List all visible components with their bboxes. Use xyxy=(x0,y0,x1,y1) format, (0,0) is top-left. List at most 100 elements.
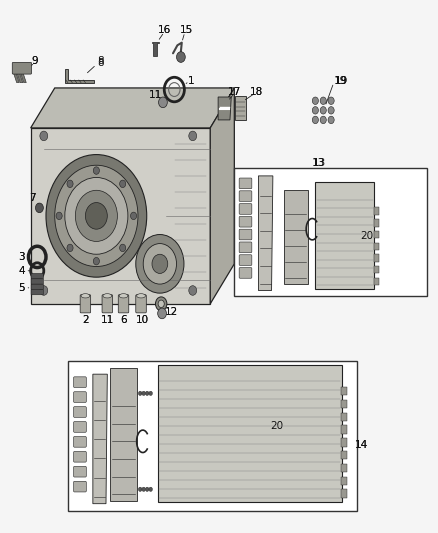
FancyBboxPatch shape xyxy=(80,295,91,313)
Text: 3: 3 xyxy=(18,252,25,262)
Text: 9: 9 xyxy=(32,56,39,66)
Circle shape xyxy=(320,97,326,104)
Text: 19: 19 xyxy=(335,76,348,86)
Text: 11: 11 xyxy=(101,315,114,325)
Text: 13: 13 xyxy=(313,158,326,167)
FancyBboxPatch shape xyxy=(374,278,379,285)
Text: 10: 10 xyxy=(136,315,149,325)
Text: 2: 2 xyxy=(82,315,89,325)
FancyBboxPatch shape xyxy=(118,295,129,313)
Circle shape xyxy=(131,212,137,220)
Text: 17: 17 xyxy=(228,87,241,96)
Polygon shape xyxy=(258,176,273,290)
Text: 1: 1 xyxy=(187,76,194,86)
Circle shape xyxy=(189,286,197,295)
Text: 11: 11 xyxy=(149,90,162,100)
FancyBboxPatch shape xyxy=(341,489,347,498)
FancyBboxPatch shape xyxy=(74,451,86,462)
FancyBboxPatch shape xyxy=(341,464,347,472)
Circle shape xyxy=(312,97,318,104)
Polygon shape xyxy=(31,128,210,304)
Circle shape xyxy=(93,257,99,265)
FancyBboxPatch shape xyxy=(31,284,43,289)
FancyBboxPatch shape xyxy=(374,231,379,238)
Text: 19: 19 xyxy=(335,76,348,86)
Circle shape xyxy=(40,131,48,141)
Ellipse shape xyxy=(119,294,128,298)
Circle shape xyxy=(328,97,334,104)
Circle shape xyxy=(138,391,142,395)
Text: 16: 16 xyxy=(158,26,171,35)
Circle shape xyxy=(93,167,99,174)
FancyBboxPatch shape xyxy=(31,273,43,279)
Text: 4: 4 xyxy=(18,266,25,276)
Text: 20: 20 xyxy=(271,422,284,431)
Circle shape xyxy=(158,300,164,308)
FancyBboxPatch shape xyxy=(74,422,86,432)
Text: 15: 15 xyxy=(180,26,193,35)
Polygon shape xyxy=(31,88,234,128)
FancyBboxPatch shape xyxy=(158,365,342,502)
Polygon shape xyxy=(20,72,26,83)
Circle shape xyxy=(320,116,326,124)
FancyBboxPatch shape xyxy=(74,407,86,417)
FancyBboxPatch shape xyxy=(341,438,347,447)
Text: 20: 20 xyxy=(271,422,284,431)
FancyBboxPatch shape xyxy=(31,289,43,295)
Circle shape xyxy=(40,286,48,295)
Circle shape xyxy=(67,244,73,252)
FancyBboxPatch shape xyxy=(74,481,86,492)
Text: 18: 18 xyxy=(250,87,263,96)
Polygon shape xyxy=(210,88,234,304)
Text: 18: 18 xyxy=(250,87,263,96)
Circle shape xyxy=(177,52,185,62)
FancyBboxPatch shape xyxy=(74,392,86,402)
Circle shape xyxy=(120,180,126,188)
Polygon shape xyxy=(218,97,231,120)
Text: 12: 12 xyxy=(165,307,178,317)
Text: 11: 11 xyxy=(149,90,162,100)
Circle shape xyxy=(189,131,197,141)
FancyBboxPatch shape xyxy=(239,191,252,201)
Circle shape xyxy=(152,254,168,273)
FancyBboxPatch shape xyxy=(284,190,308,284)
FancyBboxPatch shape xyxy=(341,425,347,434)
Circle shape xyxy=(67,180,73,188)
FancyBboxPatch shape xyxy=(74,437,86,447)
Circle shape xyxy=(159,97,167,108)
Circle shape xyxy=(149,391,152,395)
FancyBboxPatch shape xyxy=(374,219,379,227)
Circle shape xyxy=(328,116,334,124)
FancyBboxPatch shape xyxy=(239,229,252,240)
Text: 19: 19 xyxy=(334,76,347,86)
FancyBboxPatch shape xyxy=(239,242,252,253)
FancyBboxPatch shape xyxy=(68,361,357,511)
Polygon shape xyxy=(93,374,107,504)
FancyBboxPatch shape xyxy=(374,207,379,215)
FancyBboxPatch shape xyxy=(239,178,252,189)
Polygon shape xyxy=(13,72,19,83)
Circle shape xyxy=(46,155,147,277)
Text: 7: 7 xyxy=(29,193,36,203)
Circle shape xyxy=(158,308,166,319)
Circle shape xyxy=(145,487,149,491)
FancyBboxPatch shape xyxy=(239,255,252,265)
Text: 5: 5 xyxy=(18,283,25,293)
Circle shape xyxy=(55,165,138,266)
Polygon shape xyxy=(65,69,94,83)
Circle shape xyxy=(312,107,318,114)
Text: 8: 8 xyxy=(97,58,104,68)
FancyBboxPatch shape xyxy=(341,477,347,485)
Circle shape xyxy=(143,244,177,284)
Text: 14: 14 xyxy=(355,440,368,450)
Ellipse shape xyxy=(137,294,145,298)
Text: 7: 7 xyxy=(29,193,36,203)
FancyBboxPatch shape xyxy=(74,466,86,477)
FancyBboxPatch shape xyxy=(102,295,113,313)
Text: 3: 3 xyxy=(18,252,25,262)
Text: 20: 20 xyxy=(360,231,374,240)
Circle shape xyxy=(65,177,128,254)
Text: 20: 20 xyxy=(360,231,374,240)
FancyBboxPatch shape xyxy=(374,266,379,273)
Text: 15: 15 xyxy=(180,26,193,35)
